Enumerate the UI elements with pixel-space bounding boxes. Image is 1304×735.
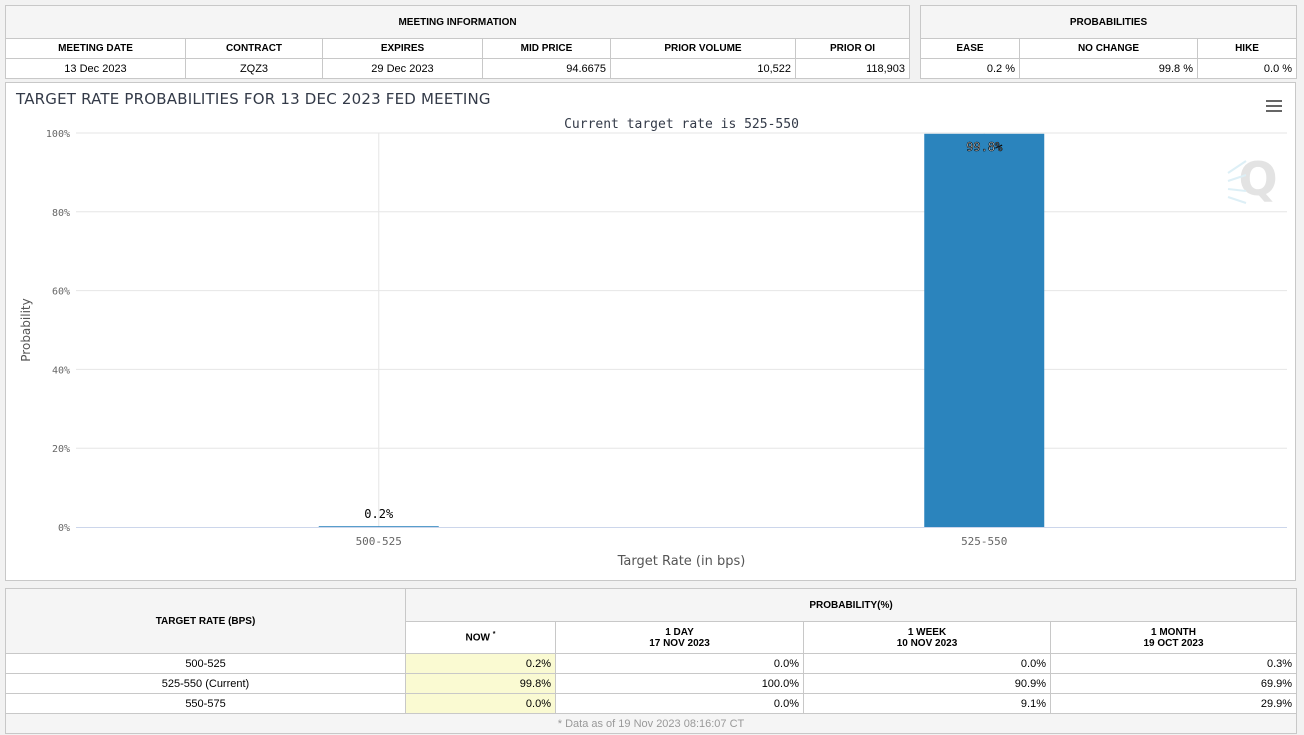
x-tick-label: 500-525 [356,535,402,548]
chart-subtitle: Current target rate is 525-550 [564,117,799,132]
data-label: 0.2% [364,507,394,521]
col-expires: EXPIRES [322,38,483,59]
rate-cell: 500-525 [5,653,406,674]
data-label: 99.8% [966,140,1003,154]
month-cell: 29.9% [1049,693,1298,714]
month-cell: 69.9% [1049,673,1298,694]
meeting-info-header: MEETING INFORMATION [4,5,911,39]
col-meeting-date: MEETING DATE [5,38,186,59]
hamburger-menu-icon[interactable] [1266,100,1282,112]
probabilities-header: PROBABILITIES [919,5,1298,39]
now-cell: 99.8% [405,673,556,694]
bar [924,133,1045,527]
y-tick-label: 100% [46,129,70,140]
svg-text:Q: Q [1238,152,1277,206]
table-row: 550-575 0.0% 0.0% 9.1% 29.9% [5,693,1298,714]
day-cell: 100.0% [555,673,804,694]
day-cell: 0.0% [555,693,804,714]
prior-volume-value: 10,522 [610,58,796,79]
table-row: 525-550 (Current) 99.8% 100.0% 90.9% 69.… [5,673,1298,694]
rate-cell: 550-575 [5,693,406,714]
day-cell: 0.0% [555,653,804,674]
one-month-header: 1 MONTH 19 OCT 2023 [1049,621,1298,654]
mid-price-value: 94.6675 [482,58,611,79]
now-cell: 0.2% [405,653,556,674]
y-tick-label: 80% [52,208,70,219]
month-cell: 0.3% [1049,653,1298,674]
hike-value: 0.0 % [1196,58,1298,79]
col-prior-volume: PRIOR VOLUME [610,38,796,59]
meeting-date-value: 13 Dec 2023 [5,58,186,79]
footnote: * Data as of 19 Nov 2023 08:16:07 CT [4,713,1298,734]
one-week-header: 1 WEEK 10 NOV 2023 [803,621,1051,654]
chart-panel: TARGET RATE PROBABILITIES FOR 13 DEC 202… [5,82,1296,581]
target-rate-header: TARGET RATE (BPS) [5,588,406,654]
x-tick-label: 525-550 [961,535,1007,548]
rate-cell: 525-550 (Current) [5,673,406,694]
chart-title: TARGET RATE PROBABILITIES FOR 13 DEC 202… [16,90,491,108]
probabilities-table: PROBABILITIES EASE NO CHANGE HIKE 0.2 % … [919,5,1298,79]
week-cell: 9.1% [803,693,1051,714]
bar-chart: Q Current target rate is 525-550 0% 20% 40%… [19,117,1287,569]
meeting-info-table: MEETING INFORMATION MEETING DATE CONTRAC… [4,5,911,79]
col-no-change: NO CHANGE [1019,38,1198,59]
no-change-value: 99.8 % [1019,58,1198,79]
now-cell: 0.0% [405,693,556,714]
col-prior-oi: PRIOR OI [794,38,911,59]
expires-value: 29 Dec 2023 [322,58,483,79]
one-day-header: 1 DAY 17 NOV 2023 [555,621,804,654]
q-logo-icon: Q [1227,152,1278,206]
week-cell: 0.0% [803,653,1051,674]
now-header: NOW * [405,621,556,654]
col-mid-price: MID PRICE [482,38,611,59]
bar [318,526,439,527]
col-ease: EASE [920,38,1020,59]
week-cell: 90.9% [803,673,1051,694]
y-tick-label: 60% [52,287,70,298]
y-axis-title: Probability [19,298,33,361]
prior-oi-value: 118,903 [794,58,911,79]
x-axis-title: Target Rate (in bps) [617,554,746,569]
y-tick-label: 0% [58,523,70,534]
col-contract: CONTRACT [185,38,323,59]
probability-header: PROBABILITY(%) [404,588,1298,622]
contract-value: ZQZ3 [185,58,323,79]
ease-value: 0.2 % [920,58,1020,79]
y-tick-label: 20% [52,444,70,455]
probability-history-table: TARGET RATE (BPS) PROBABILITY(%) NOW * 1… [4,588,1298,734]
col-hike: HIKE [1196,38,1298,59]
y-tick-label: 40% [52,365,70,376]
table-row: 500-525 0.2% 0.0% 0.0% 0.3% [5,653,1298,674]
